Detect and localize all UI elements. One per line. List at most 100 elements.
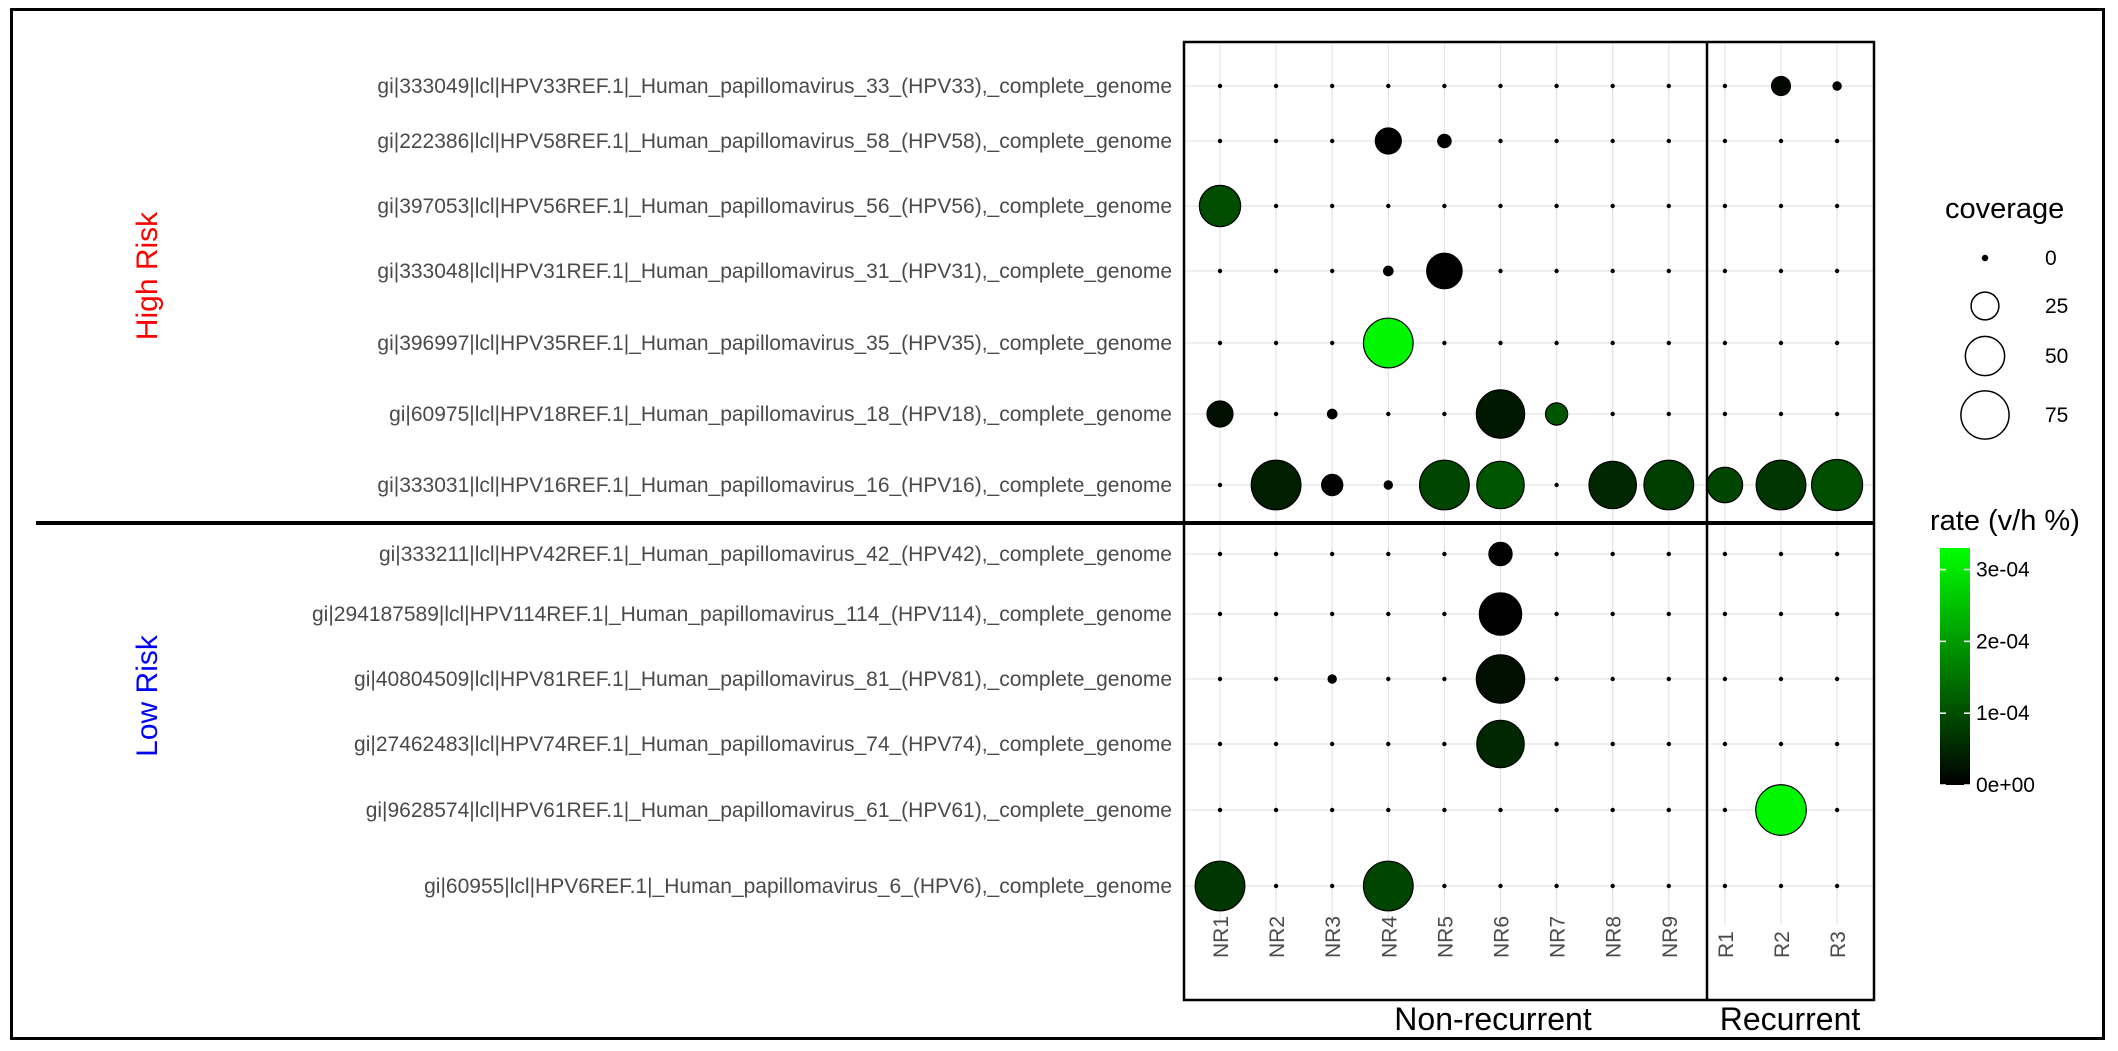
zero-point xyxy=(1554,551,1559,557)
zero-point xyxy=(1330,203,1335,209)
column-group-label-nonrecurrent: Non-recurrent xyxy=(1394,1001,1592,1037)
zero-point xyxy=(1498,138,1503,144)
column-label: R3 xyxy=(1827,931,1850,958)
zero-point xyxy=(1610,411,1615,417)
zero-point xyxy=(1834,203,1840,209)
zero-point xyxy=(1217,83,1223,89)
data-point-nr4 xyxy=(1362,860,1414,912)
zero-point xyxy=(1610,340,1615,346)
zero-point xyxy=(1666,83,1672,89)
data-point-r3 xyxy=(1832,81,1842,91)
zero-point xyxy=(1386,411,1391,417)
zero-point xyxy=(1666,883,1672,889)
zero-point xyxy=(1778,611,1784,617)
zero-point xyxy=(1554,676,1559,682)
zero-point xyxy=(1498,340,1503,346)
size-legend-key xyxy=(1960,390,2010,440)
zero-point xyxy=(1330,268,1335,274)
zero-point xyxy=(1834,883,1840,889)
data-points xyxy=(1194,75,1864,912)
column-label: NR2 xyxy=(1266,916,1289,958)
color-legend: rate (v/h %) 0e+00 1e-04 2e-04 3e-04 xyxy=(1930,505,2080,797)
column-label: NR8 xyxy=(1603,916,1626,958)
zero-point xyxy=(1330,611,1335,617)
zero-point xyxy=(1273,83,1279,89)
size-legend-label: 75 xyxy=(2045,404,2068,427)
zero-point xyxy=(1498,807,1503,813)
size-legend-key xyxy=(1964,335,2006,377)
zero-point xyxy=(1834,138,1840,144)
column-label: NR7 xyxy=(1547,916,1570,958)
zero-point xyxy=(1778,138,1784,144)
data-point-nr3 xyxy=(1327,674,1337,684)
zero-point xyxy=(1610,676,1615,682)
color-legend-title: rate (v/h %) xyxy=(1930,505,2080,537)
zero-point xyxy=(1386,741,1391,747)
zero-point xyxy=(1498,883,1503,889)
zero-point xyxy=(1273,551,1279,557)
data-point-nr6 xyxy=(1475,654,1526,704)
zero-point xyxy=(1722,883,1728,889)
zero-point xyxy=(1442,611,1447,617)
data-point-nr1 xyxy=(1194,860,1246,912)
zero-point xyxy=(1834,551,1840,557)
zero-point xyxy=(1386,807,1391,813)
zero-point xyxy=(1834,268,1840,274)
zero-point xyxy=(1217,741,1223,747)
zero-point xyxy=(1386,551,1391,557)
size-legend-key xyxy=(1970,291,2000,321)
zero-point xyxy=(1330,340,1335,346)
row-label: gi|333049|lcl|HPV33REF.1|_Human_papillom… xyxy=(377,75,1172,98)
zero-point xyxy=(1386,83,1391,89)
zero-point xyxy=(1778,268,1784,274)
zero-point xyxy=(1834,807,1840,813)
data-point-nr6 xyxy=(1478,592,1523,636)
zero-point xyxy=(1442,883,1447,889)
color-legend-tick-label: 2e-04 xyxy=(1976,630,2030,653)
row-label: gi|397053|lcl|HPV56REF.1|_Human_papillom… xyxy=(377,195,1172,218)
zero-point xyxy=(1442,411,1447,417)
zero-point xyxy=(1778,551,1784,557)
zero-point xyxy=(1273,807,1279,813)
row-label: gi|40804509|lcl|HPV81REF.1|_Human_papill… xyxy=(354,668,1172,691)
zero-point xyxy=(1778,741,1784,747)
row-label: gi|396997|lcl|HPV35REF.1|_Human_papillom… xyxy=(377,332,1172,355)
zero-point xyxy=(1778,203,1784,209)
zero-point xyxy=(1217,611,1223,617)
zero-point xyxy=(1554,268,1559,274)
zero-point xyxy=(1666,411,1672,417)
zero-point xyxy=(1554,807,1559,813)
zero-point xyxy=(1217,551,1223,557)
data-point-nr8 xyxy=(1588,460,1637,510)
zero-point xyxy=(1610,741,1615,747)
data-point-nr7 xyxy=(1544,402,1569,426)
zero-point xyxy=(1722,676,1728,682)
zero-point xyxy=(1722,268,1728,274)
zero-point xyxy=(1554,138,1559,144)
zero-point xyxy=(1610,807,1615,813)
data-point-nr9 xyxy=(1643,459,1695,511)
zero-point xyxy=(1666,340,1672,346)
zero-point xyxy=(1610,883,1615,889)
zero-point xyxy=(1554,883,1559,889)
zero-point xyxy=(1273,203,1279,209)
zero-point xyxy=(1610,138,1615,144)
zero-point xyxy=(1498,268,1503,274)
zero-point xyxy=(1386,203,1391,209)
zero-point xyxy=(1778,883,1784,889)
zero-point xyxy=(1554,340,1559,346)
zero-point xyxy=(1273,340,1279,346)
zero-point xyxy=(1610,203,1615,209)
row-label: gi|9628574|lcl|HPV61REF.1|_Human_papillo… xyxy=(366,799,1172,822)
zero-point xyxy=(1330,883,1335,889)
zero-point xyxy=(1666,676,1672,682)
color-legend-bar xyxy=(1940,548,1970,785)
row-label: gi|60975|lcl|HPV18REF.1|_Human_papilloma… xyxy=(389,403,1172,426)
size-legend-title: coverage xyxy=(1945,193,2064,225)
zero-point xyxy=(1722,741,1728,747)
zero-point xyxy=(1442,340,1447,346)
size-legend-key xyxy=(1981,254,1989,262)
zero-point xyxy=(1330,83,1335,89)
zero-point xyxy=(1273,138,1279,144)
